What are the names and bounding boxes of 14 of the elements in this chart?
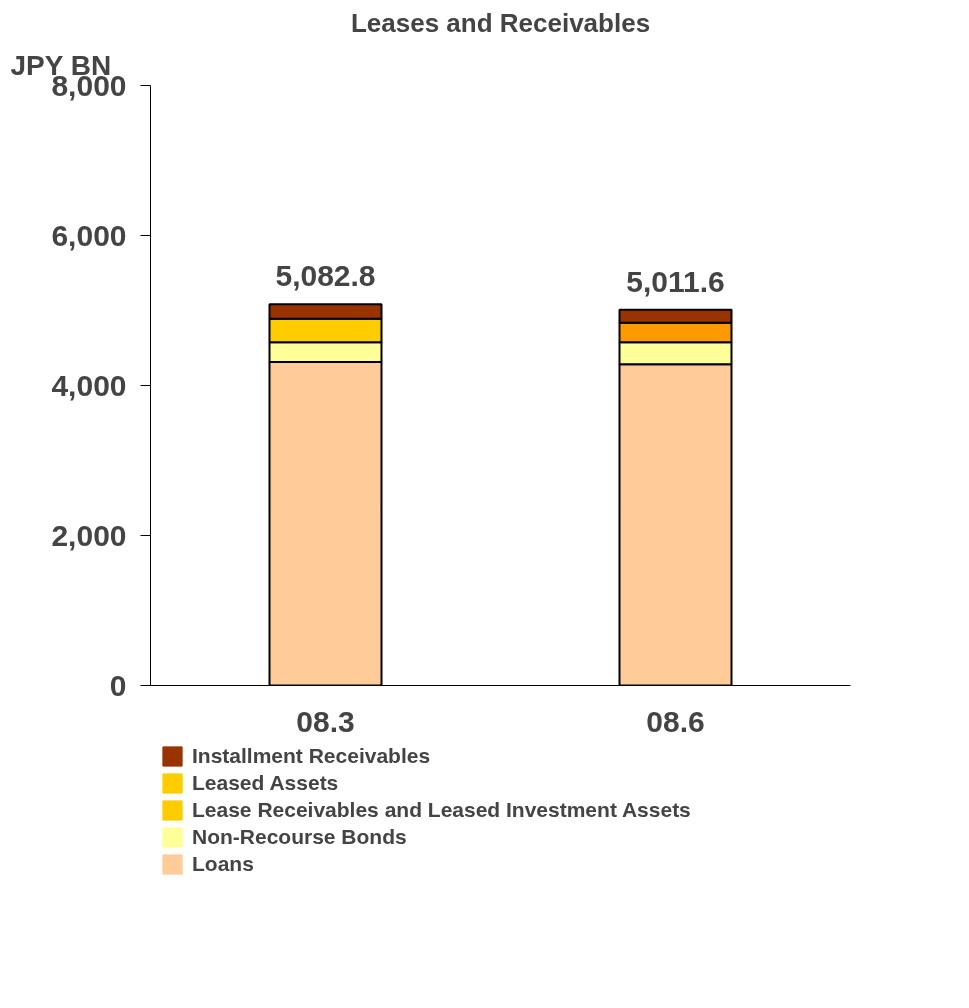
chart-title: Leases and Receivables xyxy=(350,7,651,38)
y-tick-label: 0 xyxy=(109,668,127,702)
total-label: 5,011.6 xyxy=(626,264,725,298)
y-tick-label: 2,000 xyxy=(51,518,127,552)
x-tick-label: 08.3 xyxy=(296,704,355,738)
y-tick-label: 4,000 xyxy=(51,368,127,402)
legend-label: Lease Receivables and Leased Investment Assets xyxy=(192,798,691,822)
legend-label: Installment Receivables xyxy=(192,744,431,768)
total-label: 5,082.8 xyxy=(275,259,376,293)
legend-label: Leased Assets xyxy=(192,771,339,795)
y-tick-label: 6,000 xyxy=(51,218,127,252)
x-tick-label: 08.6 xyxy=(646,704,705,738)
legend-label: Non-Recourse Bonds xyxy=(192,825,407,849)
legend-label: Loans xyxy=(192,852,254,876)
